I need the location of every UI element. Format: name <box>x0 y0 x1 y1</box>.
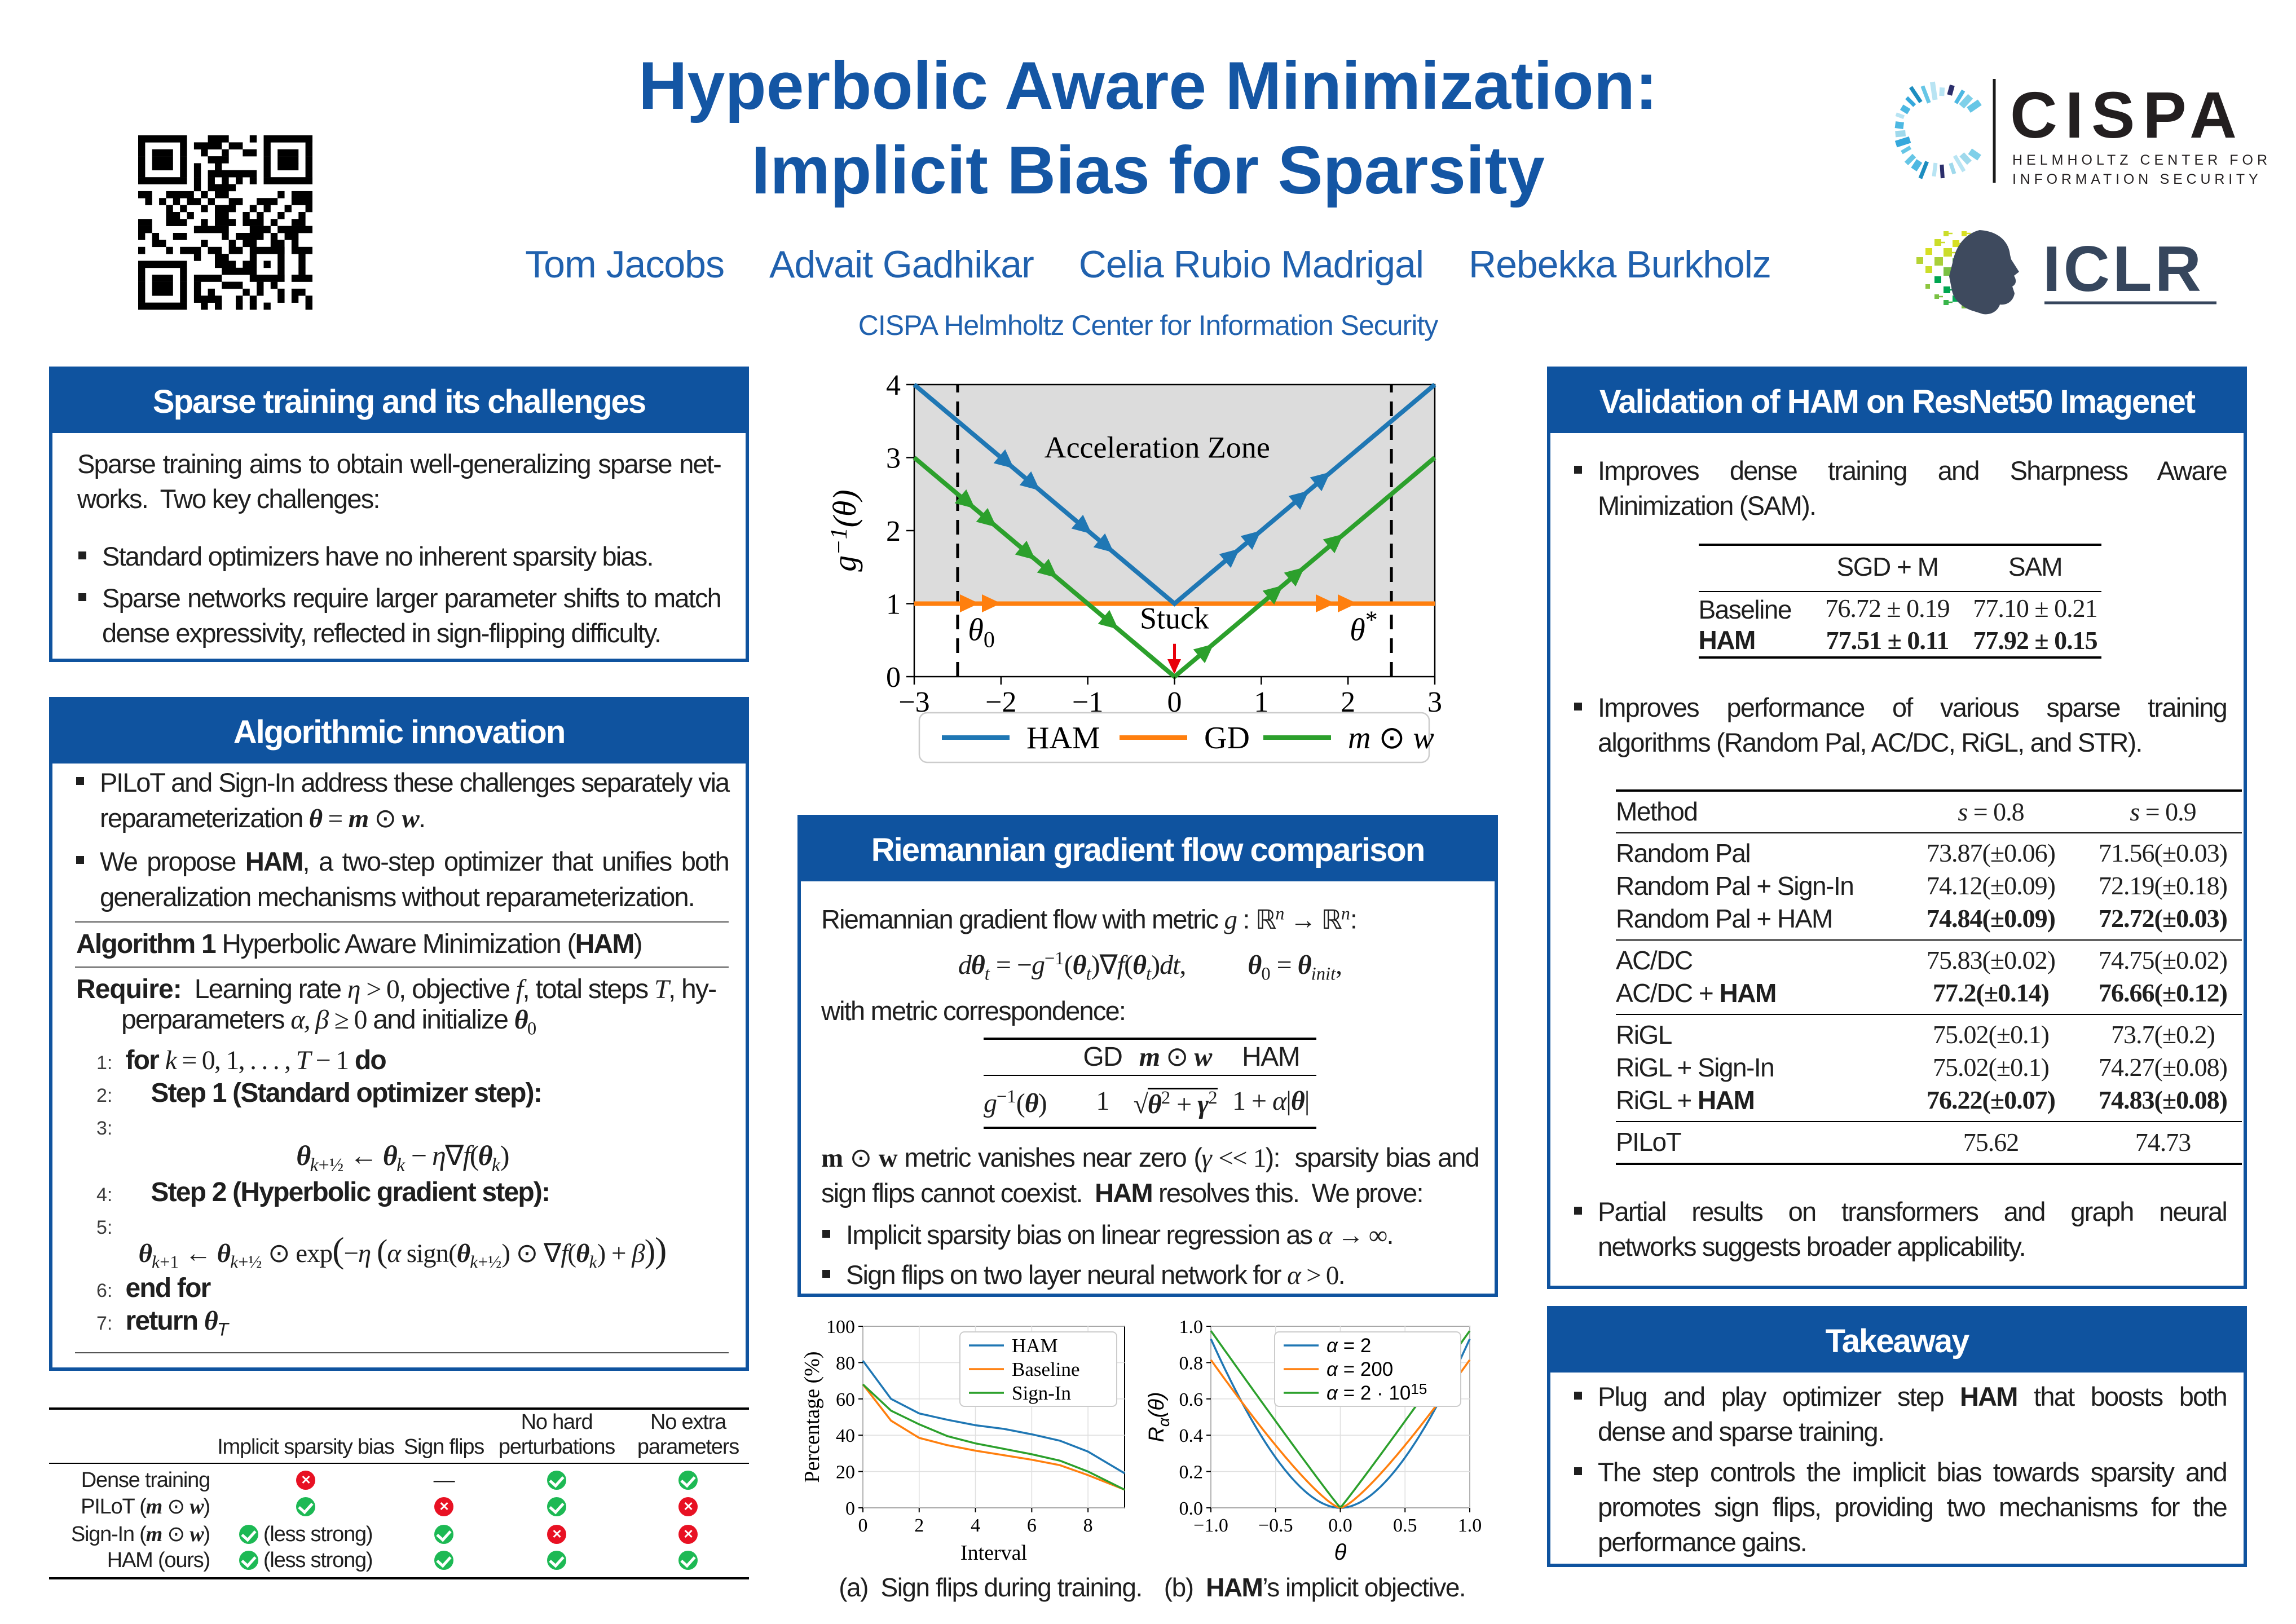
svg-text:0: 0 <box>858 1515 868 1536</box>
svg-text:2: 2 <box>886 515 901 548</box>
svg-text:CISPA: CISPA <box>2010 78 2245 152</box>
svg-text:40: 40 <box>836 1426 855 1446</box>
svg-text:ICLR: ICLR <box>2043 233 2204 305</box>
svg-text:θ0: θ0 <box>968 612 995 652</box>
svg-text:Baseline: Baseline <box>1012 1358 1080 1380</box>
svg-text:0.8: 0.8 <box>1179 1353 1204 1374</box>
svg-text:0: 0 <box>845 1498 855 1519</box>
svg-text:0.2: 0.2 <box>1179 1462 1204 1483</box>
svg-text:−0.5: −0.5 <box>1258 1515 1293 1536</box>
svg-text:Stuck: Stuck <box>1140 602 1209 636</box>
svg-text:20: 20 <box>836 1462 855 1483</box>
svg-text:0.0: 0.0 <box>1179 1498 1204 1519</box>
svg-text:3: 3 <box>1427 686 1442 718</box>
svg-text:80: 80 <box>836 1353 855 1374</box>
svg-text:1.0: 1.0 <box>1458 1515 1482 1536</box>
svg-text:θ: θ <box>1334 1540 1347 1565</box>
svg-text:3: 3 <box>886 443 901 475</box>
svg-text:60: 60 <box>836 1389 855 1410</box>
svg-text:0.0: 0.0 <box>1328 1515 1352 1536</box>
svg-text:1.0: 1.0 <box>1179 1317 1204 1338</box>
svg-text:GD: GD <box>1204 721 1250 756</box>
svg-text:Sign-In: Sign-In <box>1012 1382 1071 1404</box>
svg-text:α = 2 · 1015: α = 2 · 1015 <box>1327 1380 1427 1404</box>
svg-text:1: 1 <box>886 589 901 621</box>
svg-text:6: 6 <box>1027 1515 1037 1536</box>
svg-text:4: 4 <box>886 369 901 401</box>
svg-text:θ*: θ* <box>1350 606 1378 647</box>
svg-text:α = 200: α = 200 <box>1327 1358 1393 1380</box>
svg-text:Percentage (%): Percentage (%) <box>800 1351 824 1482</box>
svg-text:g−1(θ): g−1(θ) <box>826 489 863 571</box>
svg-text:INFORMATION SECURITY: INFORMATION SECURITY <box>2012 171 2262 187</box>
svg-text:−1.0: −1.0 <box>1193 1515 1228 1536</box>
svg-text:0.4: 0.4 <box>1179 1426 1204 1446</box>
svg-text:HAM: HAM <box>1012 1335 1058 1357</box>
svg-text:100: 100 <box>826 1317 855 1338</box>
svg-text:HELMHOLTZ CENTER FOR: HELMHOLTZ CENTER FOR <box>2012 152 2271 168</box>
svg-text:Acceleration Zone: Acceleration Zone <box>1045 431 1270 465</box>
svg-text:α = 2: α = 2 <box>1327 1335 1371 1357</box>
svg-text:Rα(θ): Rα(θ) <box>1145 1392 1173 1442</box>
svg-text:m ⊙ w: m ⊙ w <box>1348 721 1434 756</box>
svg-text:Interval: Interval <box>960 1541 1027 1565</box>
svg-text:0.5: 0.5 <box>1393 1515 1417 1536</box>
svg-text:HAM: HAM <box>1026 721 1100 756</box>
svg-text:0.6: 0.6 <box>1179 1389 1204 1410</box>
svg-text:2: 2 <box>914 1515 924 1536</box>
svg-text:8: 8 <box>1083 1515 1093 1536</box>
svg-text:4: 4 <box>971 1515 980 1536</box>
svg-text:0: 0 <box>886 661 901 694</box>
